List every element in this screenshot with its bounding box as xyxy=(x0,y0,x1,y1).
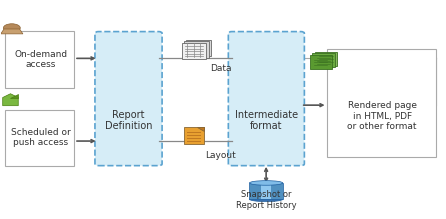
Bar xyxy=(310,55,332,69)
Bar xyxy=(249,183,283,199)
Bar xyxy=(5,110,74,166)
Bar xyxy=(186,40,211,56)
Text: Scheduled or
push access: Scheduled or push access xyxy=(11,128,70,147)
Bar xyxy=(184,127,204,144)
Bar xyxy=(182,42,206,59)
Ellipse shape xyxy=(249,197,283,201)
Polygon shape xyxy=(197,127,204,131)
Polygon shape xyxy=(1,29,23,34)
Ellipse shape xyxy=(249,181,283,185)
Text: Intermediate
format: Intermediate format xyxy=(235,110,297,131)
FancyBboxPatch shape xyxy=(95,32,162,166)
FancyBboxPatch shape xyxy=(228,32,304,166)
Text: Rendered page
in HTML, PDF
or other format: Rendered page in HTML, PDF or other form… xyxy=(347,101,417,131)
Bar xyxy=(327,49,437,157)
Text: Data: Data xyxy=(210,64,231,73)
Text: Layout: Layout xyxy=(205,151,236,160)
Bar xyxy=(312,53,334,67)
Bar xyxy=(184,41,209,58)
Text: Report
Definition: Report Definition xyxy=(104,110,152,131)
Text: Snapshot or
Report History: Snapshot or Report History xyxy=(236,190,297,210)
Bar xyxy=(315,51,337,66)
Bar xyxy=(5,31,74,88)
Text: On-demand
access: On-demand access xyxy=(14,50,67,69)
Circle shape xyxy=(4,24,20,32)
Polygon shape xyxy=(3,94,18,106)
Bar xyxy=(261,183,271,199)
Polygon shape xyxy=(10,94,18,97)
